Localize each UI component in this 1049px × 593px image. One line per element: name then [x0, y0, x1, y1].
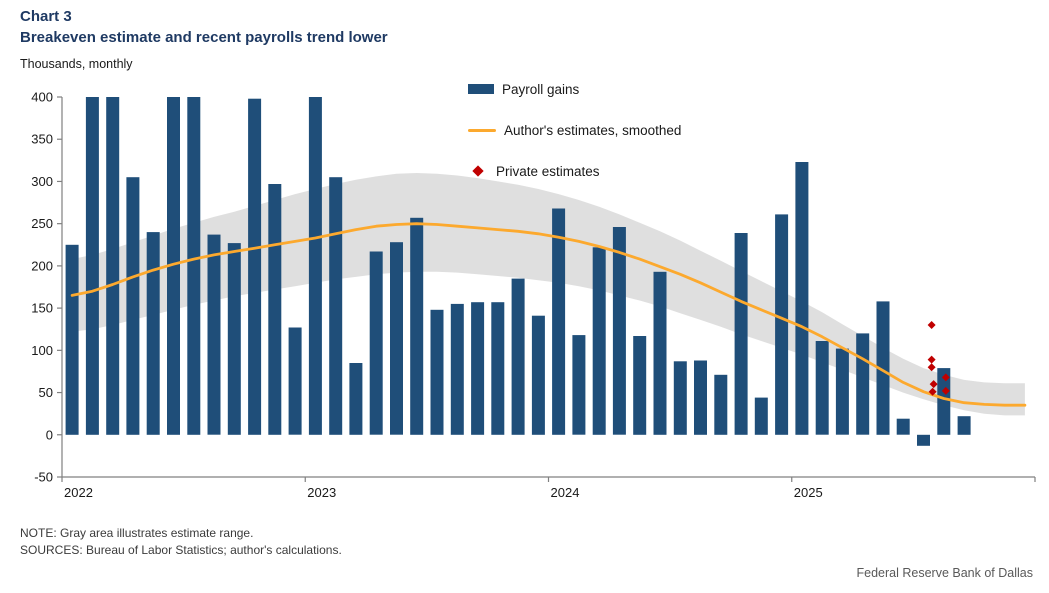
- y-tick-label: 200: [31, 258, 53, 273]
- private-estimate-point: [941, 373, 950, 382]
- payroll-bar: [531, 315, 545, 435]
- payroll-bar: [917, 434, 930, 446]
- payroll-bar: [369, 251, 383, 435]
- payroll-bar: [957, 416, 971, 435]
- bar-swatch-icon: [468, 84, 494, 94]
- private-estimate-point: [927, 321, 936, 329]
- private-estimate-point: [928, 387, 937, 396]
- payroll-bar: [937, 368, 951, 435]
- payroll-bar: [410, 217, 424, 435]
- legend-label-payroll-gains: Payroll gains: [502, 81, 580, 97]
- payroll-bar: [268, 184, 282, 435]
- payroll-bar: [450, 303, 464, 435]
- payroll-bar: [187, 97, 201, 435]
- y-tick-label: 150: [31, 301, 53, 316]
- payroll-bar: [85, 97, 99, 435]
- payroll-bar: [612, 227, 626, 435]
- chart-number-label: Chart 3: [20, 8, 72, 25]
- private-estimate-point: [929, 380, 938, 389]
- payroll-bar: [349, 363, 363, 435]
- payroll-bar: [633, 336, 647, 435]
- payroll-bar: [694, 360, 707, 435]
- payroll-bar: [876, 301, 890, 435]
- payroll-bar: [734, 233, 748, 435]
- payroll-bar: [430, 309, 444, 435]
- legend-item-private-estimates: Private estimates: [468, 160, 681, 182]
- private-estimate-point: [941, 386, 950, 395]
- y-tick-label: 350: [31, 132, 53, 147]
- payrolls-chart: -50 0 50 100 150 200 250 300 350 400 2022 2023 2024 2…: [31, 90, 1036, 500]
- chart-note: NOTE: Gray area illustrates estimate ran…: [20, 526, 254, 540]
- payroll-bar: [491, 302, 505, 435]
- x-year-label: 2023: [307, 485, 336, 500]
- payroll-bar: [572, 335, 586, 435]
- payroll-bar: [775, 214, 789, 435]
- y-tick-label: 400: [31, 90, 53, 105]
- payroll-bar: [248, 98, 262, 435]
- payroll-bar: [653, 271, 667, 435]
- payroll-bar: [511, 278, 525, 435]
- private-estimate-point: [927, 355, 936, 364]
- payroll-bar: [673, 361, 687, 435]
- payroll-bar: [167, 97, 180, 435]
- y-tick-label: 0: [46, 427, 53, 442]
- payroll-bar: [329, 177, 343, 435]
- legend-label-author-estimates: Author's estimates, smoothed: [504, 122, 682, 138]
- payroll-bar: [146, 232, 160, 435]
- payroll-bar: [288, 327, 302, 435]
- legend: Payroll gains Author's estimates, smooth…: [468, 78, 681, 182]
- y-tick-label: 100: [31, 343, 53, 358]
- payroll-bar: [471, 302, 485, 435]
- x-year-label: 2024: [551, 485, 580, 500]
- x-year-label: 2022: [64, 485, 93, 500]
- line-swatch-icon: [468, 128, 496, 132]
- payroll-bar: [207, 234, 221, 435]
- trend-line: [70, 222, 1027, 407]
- payroll-bar: [754, 397, 768, 435]
- payroll-bar: [856, 333, 870, 435]
- payroll-bar: [106, 97, 120, 435]
- payroll-bar: [592, 247, 606, 435]
- payroll-bar: [126, 177, 140, 435]
- payroll-bar: [795, 162, 809, 435]
- legend-item-author-estimates: Author's estimates, smoothed: [468, 119, 681, 141]
- payroll-bar: [308, 97, 322, 435]
- attribution: Federal Reserve Bank of Dallas: [856, 566, 1033, 580]
- x-year-label: 2025: [794, 485, 823, 500]
- chart-sources: SOURCES: Bureau of Labor Statistics; aut…: [20, 543, 342, 557]
- private-estimate-point: [927, 363, 936, 372]
- payroll-bar: [896, 418, 910, 435]
- payroll-bar: [835, 348, 849, 435]
- legend-item-payroll-gains: Payroll gains: [468, 78, 681, 100]
- legend-label-private-estimates: Private estimates: [496, 163, 600, 179]
- chart-title: Breakeven estimate and recent payrolls t…: [20, 29, 388, 46]
- y-axis-units-label: Thousands, monthly: [20, 57, 133, 71]
- y-tick-label: 50: [39, 385, 53, 400]
- y-tick-label: 300: [31, 174, 53, 189]
- payroll-bar: [714, 374, 728, 435]
- y-tick-label: 250: [31, 216, 53, 231]
- payroll-bar: [815, 341, 829, 435]
- diamond-swatch-icon: [472, 165, 484, 177]
- payroll-bar: [390, 242, 403, 435]
- y-tick-label: -50: [34, 470, 53, 485]
- payroll-bar: [552, 208, 566, 435]
- payroll-bar: [227, 243, 241, 435]
- payroll-bar: [65, 244, 79, 435]
